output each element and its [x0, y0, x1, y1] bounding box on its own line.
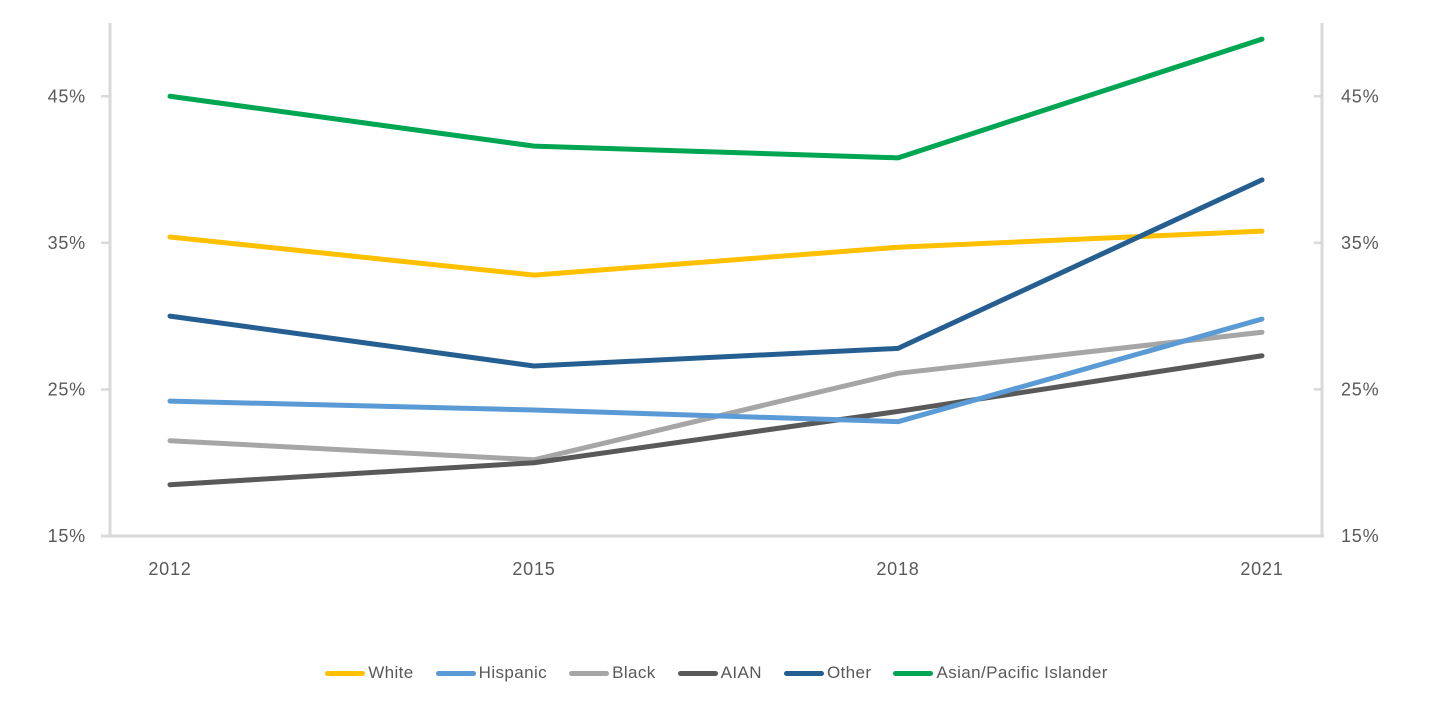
- legend-swatch-black: [569, 670, 610, 676]
- x-axis-label-2012: 2012: [148, 559, 191, 579]
- legend-item-asian-pacific-islander: Asian/Pacific Islander: [893, 663, 1107, 683]
- legend-label-hispanic: Hispanic: [478, 663, 548, 682]
- legend-swatch-hispanic: [435, 670, 476, 676]
- y-axis-label-left-15: 15%: [48, 526, 86, 546]
- legend-item-black: Black: [569, 663, 656, 683]
- series-line-white: [167, 228, 1265, 278]
- series-line-other: [167, 177, 1265, 369]
- y-axis-label-right-25: 25%: [1341, 379, 1379, 399]
- y-axis-label-right-15: 15%: [1341, 526, 1379, 546]
- chart-legend: White Hispanic Black AIAN Other Asian/Pacific…: [110, 663, 1323, 683]
- legend-item-white: White: [325, 663, 413, 683]
- series-line-asian-pacific-islander: [167, 36, 1265, 161]
- y-axis-label-right-45: 45%: [1341, 86, 1379, 106]
- legend-item-other: Other: [783, 663, 872, 683]
- legend-item-hispanic: Hispanic: [435, 663, 548, 683]
- legend-item-aian: AIAN: [677, 663, 762, 683]
- legend-swatch-white: [325, 670, 366, 676]
- legend-label-white: White: [368, 663, 414, 682]
- series-line-hispanic: [167, 316, 1265, 425]
- legend-label-asian-pacific-islander: Asian/Pacific Islander: [936, 663, 1108, 682]
- series-line-black: [167, 329, 1265, 463]
- y-axis-label-left-25: 25%: [48, 379, 86, 399]
- x-axis-label-2018: 2018: [876, 559, 919, 579]
- legend-label-aian: AIAN: [720, 663, 762, 682]
- legend-label-black: Black: [612, 663, 656, 682]
- line-chart-plot: 15% 15% 25% 25% 35% 35% 45% 45% 2012 2015 2018 2021: [48, 23, 1379, 579]
- legend-swatch-asian-pacific-islander: [893, 670, 934, 676]
- y-axis-label-right-35: 35%: [1341, 233, 1379, 253]
- legend-label-other: Other: [826, 663, 872, 682]
- y-axis-label-left-35: 35%: [48, 233, 86, 253]
- legend-swatch-other: [783, 670, 824, 676]
- x-axis-label-2015: 2015: [512, 559, 555, 579]
- y-axis-label-left-45: 45%: [48, 86, 86, 106]
- series-line-aian: [167, 353, 1265, 488]
- legend-swatch-aian: [677, 670, 718, 676]
- x-axis-label-2021: 2021: [1240, 559, 1283, 579]
